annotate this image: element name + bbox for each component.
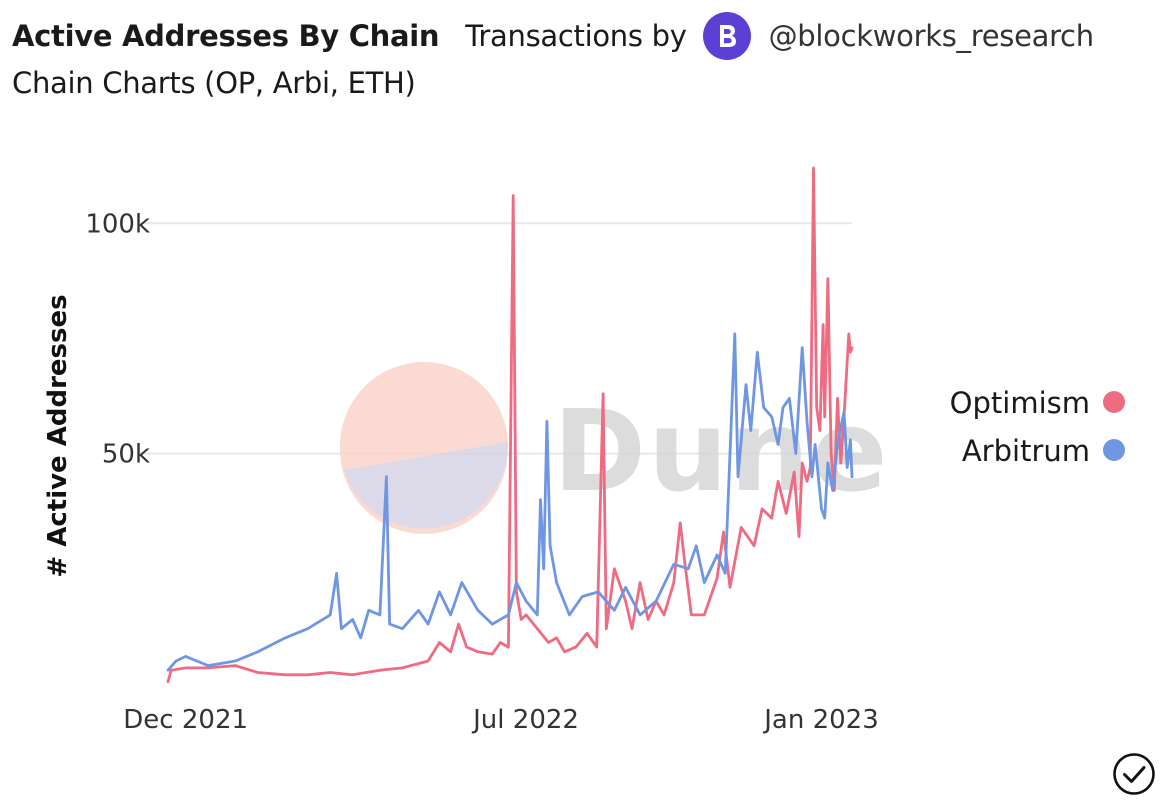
check-circle-icon[interactable] — [1112, 752, 1156, 796]
chart-title: Active Addresses By Chain — [12, 19, 440, 53]
blockworks-logo-icon — [719, 25, 736, 47]
legend-label-optimism[interactable]: Optimism — [950, 386, 1090, 420]
query-subtitle-2: Chain Charts (OP, Arbi, ETH) — [12, 66, 416, 100]
y-tick-label: 50k — [102, 440, 150, 470]
header-row: Active Addresses By Chain Transactions b… — [12, 12, 1162, 60]
query-subtitle: Transactions by — [465, 19, 687, 53]
chart-header: Active Addresses By Chain Transactions b… — [12, 12, 1162, 100]
y-axis-label: # Active Addresses — [43, 294, 73, 577]
dune-watermark: Dune — [339, 361, 887, 534]
x-tick-label: Dec 2021 — [123, 705, 248, 735]
series-line-optimism — [166, 166, 854, 684]
legend-label-arbitrum[interactable]: Arbitrum — [962, 434, 1090, 468]
x-tick-label: Jan 2023 — [762, 705, 879, 735]
watermark-pie-top — [339, 361, 508, 450]
author-link[interactable]: @blockworks_research — [768, 19, 1095, 53]
x-tick-label: Jul 2022 — [471, 705, 579, 735]
author-avatar[interactable] — [702, 12, 751, 60]
legend-marker-arbitrum[interactable] — [1103, 439, 1125, 461]
y-tick-label: 100k — [85, 209, 150, 239]
legend-marker-optimism[interactable] — [1103, 391, 1125, 413]
series-line-arbitrum — [166, 332, 854, 672]
